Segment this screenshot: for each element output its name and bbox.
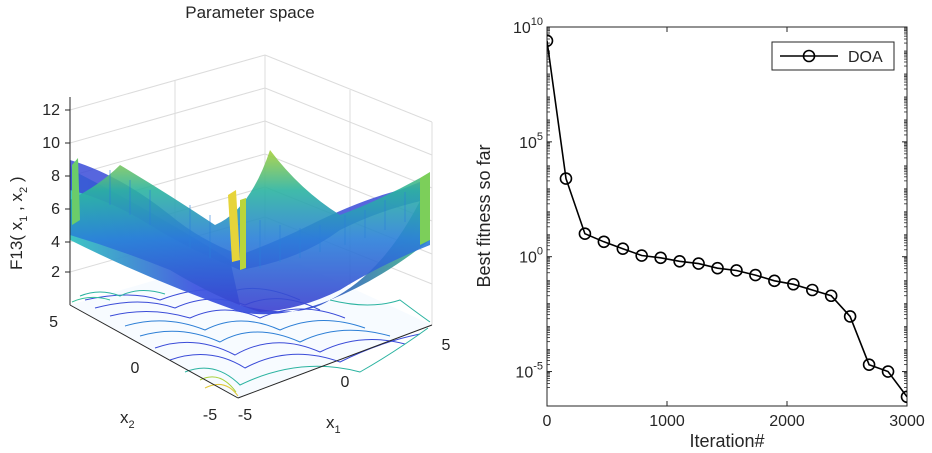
data-point-marker [692,257,705,270]
data-point-marker [843,310,857,323]
y-tick-label: 1010 [513,16,543,37]
x-tick-label: 3000 [889,413,925,430]
data-point-marker [749,268,762,282]
y-axis-label-x2: x2 [120,408,135,431]
data-point-marker [616,242,630,255]
y-tick-label: 105 [519,131,543,152]
data-point-marker [824,289,838,303]
z-axis-label: F13( x1 , x2 ) [7,177,30,271]
x-tick-neg5: -5 [238,407,252,424]
z-tick-4: 4 [51,234,60,251]
y-tick-5: 5 [49,314,58,331]
data-point-marker [787,277,800,291]
x-tick-label: 0 [543,413,552,430]
series-layer [547,34,907,404]
z-tick-marks [65,109,70,273]
x-tick-label: 2000 [769,413,805,430]
y-tick-layer: 1010 105 100 10-5 [513,16,907,389]
x-tick-5: 5 [442,337,451,354]
data-point-marker [673,254,686,268]
data-point-marker [862,358,876,371]
z-tick-2: 2 [51,264,60,281]
surface-mesh [70,150,430,315]
y-tick-label: 100 [519,246,543,267]
y-tick-0: 0 [131,360,140,377]
surface-plot-panel: Parameter space [7,3,451,436]
data-point-marker [806,283,819,297]
data-point-marker [654,251,667,265]
data-point-marker [635,249,648,262]
x-axis-label-x1: x1 [326,413,341,436]
z-tick-8: 8 [51,168,60,185]
convergence-plot-panel: 1010 105 100 10-5 0 1000 2000 3000 DOA Best fi… [474,16,925,451]
data-point-marker [547,34,554,48]
surface-plot-title: Parameter space [185,3,314,22]
legend-marker-icon [802,49,816,63]
series-line-doa [547,40,907,398]
data-point-marker [730,264,743,277]
data-point-marker [768,274,781,288]
x-axis-label: Iteration# [689,431,764,451]
data-point-marker [597,235,611,249]
data-point-marker [881,365,895,378]
data-point-marker [900,390,907,404]
z-tick-labels: 12 10 8 6 4 2 [42,102,60,281]
x-tick-label: 1000 [649,413,685,430]
data-point-marker [559,172,573,185]
data-point-marker [578,227,592,241]
x-tick-layer: 0 1000 2000 3000 [543,27,925,430]
z-tick-10: 10 [42,135,60,152]
legend-label-doa: DOA [848,49,883,66]
legend: DOA [771,41,895,71]
x-tick-0: 0 [341,374,350,391]
y-tick-neg5: -5 [203,407,217,424]
z-tick-12: 12 [42,102,60,119]
surface-axes [69,97,433,399]
z-tick-6: 6 [51,201,60,218]
y-axis-label: Best fitness so far [474,144,494,287]
convergence-plot-axes [546,26,908,407]
data-point-marker [711,261,724,275]
y-tick-label: 10-5 [515,361,543,382]
